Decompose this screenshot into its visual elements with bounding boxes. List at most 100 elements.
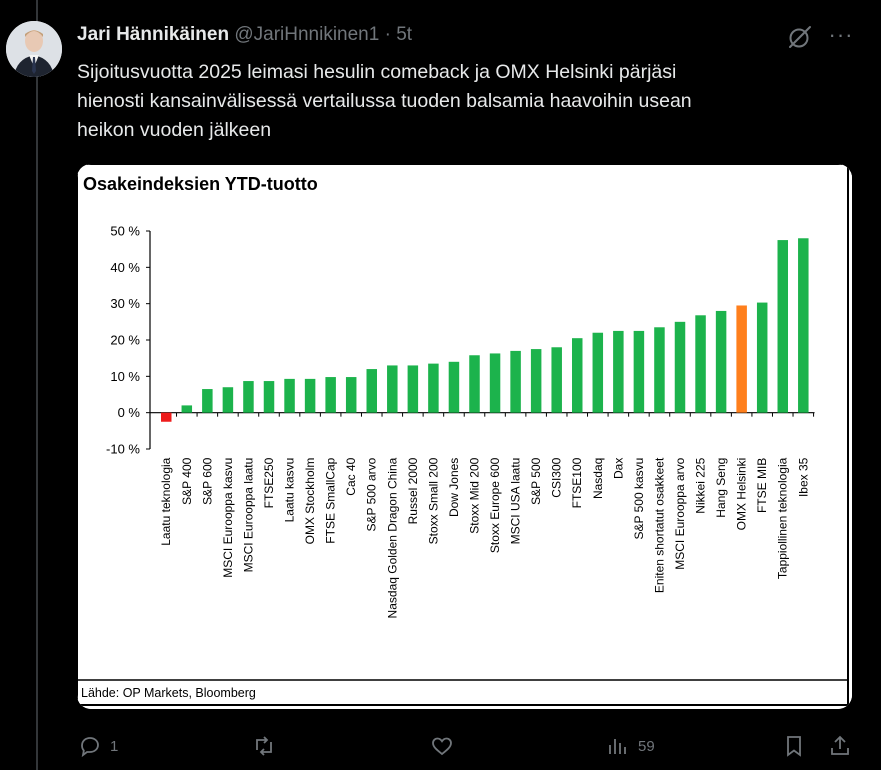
x-tick-label: S&P 400	[180, 457, 194, 504]
views-button[interactable]: 59	[606, 728, 655, 764]
like-icon	[432, 737, 452, 756]
x-tick-label: S&P 500 kasvu	[632, 458, 646, 540]
x-tick-label: CSI300	[550, 457, 564, 497]
x-tick-label: Dax	[611, 458, 625, 479]
separator-dot: ·	[384, 24, 391, 45]
thread-line	[36, 0, 38, 770]
x-axis-labels: Laatu teknologia S&P 400 S&P 600 MSCI Euroo…	[159, 457, 810, 618]
reply-count: 1	[110, 737, 119, 755]
x-tick-label: FTSE250	[262, 457, 276, 508]
reply-button[interactable]: 1	[78, 728, 118, 764]
bookmark-icon	[787, 736, 801, 757]
x-tick-label: S&P 500 arvo	[365, 457, 379, 531]
repost-icon	[256, 736, 272, 756]
tweet-media-chart[interactable]: Osakeindeksien YTD-tuotto Lähde: OP Mark…	[77, 164, 852, 709]
y-tick-label: 20 %	[110, 333, 140, 348]
chart-title: Osakeindeksien YTD-tuotto	[83, 174, 318, 194]
bar	[161, 412, 172, 422]
bar	[222, 387, 234, 413]
x-tick-label: MSCI USA laatu	[509, 458, 523, 545]
x-tick-label: Dow Jones	[447, 458, 461, 517]
bar	[530, 349, 542, 413]
x-tick-label: FTSE100	[570, 457, 584, 508]
bar	[613, 330, 624, 413]
x-tick-label: Nikkei 225	[694, 457, 708, 513]
bar	[304, 378, 316, 413]
bar	[489, 353, 501, 413]
reply-icon	[81, 737, 99, 758]
bar	[592, 332, 604, 413]
y-tick-label: -10 %	[106, 442, 140, 457]
x-tick-label: Laatu kasvu	[283, 458, 297, 523]
avatar-image	[6, 21, 62, 77]
grok-icon[interactable]	[787, 24, 813, 50]
bar	[736, 305, 747, 413]
bar	[284, 378, 295, 413]
bar	[387, 365, 398, 413]
bar	[715, 310, 727, 413]
tweet-text-line: heikon vuoden jälkeen	[77, 119, 272, 141]
x-tick-label: OMX Stockholm	[303, 458, 317, 545]
x-tick-label: Nasdaq	[591, 458, 605, 499]
x-tick-label: Ibex 35	[796, 457, 810, 497]
chart-svg: Osakeindeksien YTD-tuotto Lähde: OP Mark…	[77, 164, 852, 709]
author-handle[interactable]: @JariHnnikinen1	[234, 24, 380, 45]
bar	[633, 330, 645, 413]
x-tick-label: OMX Helsinki	[735, 458, 749, 531]
x-tick-label: Stoxx Small 200	[426, 457, 440, 544]
y-tick-label: 0 %	[118, 405, 141, 420]
bar	[243, 381, 254, 413]
x-tick-label: S&P 500	[529, 457, 543, 504]
y-axis: 50 % 40 % 30 % 20 % 10 % 0 % -10 %	[106, 224, 815, 457]
x-tick-label: MSCI Eurooppa kasvu	[221, 458, 235, 578]
bar	[572, 338, 583, 413]
y-tick-label: 30 %	[110, 296, 140, 311]
more-options-icon[interactable]: ···	[828, 22, 854, 47]
x-tick-label: FTSE MIB	[755, 458, 769, 513]
author-name[interactable]: Jari Hännikäinen	[77, 24, 230, 45]
tweet-header: Jari Hännikäinen @JariHnnikinen1 · 5t	[77, 24, 412, 46]
x-tick-label: Laatu teknologia	[159, 457, 173, 545]
bar	[407, 365, 419, 413]
x-tick-label: FTSE SmallCap	[324, 457, 338, 543]
repost-button[interactable]	[252, 728, 284, 764]
x-tick-label: Cac 40	[344, 457, 358, 495]
bar	[428, 363, 439, 413]
bar	[448, 361, 460, 413]
bar	[695, 315, 706, 413]
chart-source: Lähde: OP Markets, Bloomberg	[81, 686, 256, 700]
share-icon	[831, 735, 849, 755]
bar	[345, 377, 357, 413]
y-tick-label: 50 %	[110, 224, 140, 239]
views-count: 59	[638, 737, 655, 755]
x-tick-label: Nasdaq Golden Dragon China	[385, 457, 399, 618]
bar	[202, 389, 213, 413]
x-tick-label: MSCI Eurooppa laatu	[241, 458, 255, 573]
action-bar: 1 59	[0, 728, 881, 764]
tweet-time[interactable]: 5t	[396, 24, 413, 45]
bar	[777, 240, 788, 413]
x-tick-label: Russel 2000	[406, 457, 420, 524]
x-tick-label: Eniten shortatut osakkeet	[652, 457, 666, 593]
bar	[654, 327, 665, 413]
bar	[551, 347, 562, 413]
bar	[798, 238, 809, 413]
bars	[161, 238, 809, 422]
bar	[756, 302, 768, 413]
share-button[interactable]	[828, 728, 852, 764]
tweet-text: Sijoitusvuotta 2025 leimasi hesulin come…	[77, 58, 857, 145]
views-icon	[609, 739, 626, 754]
bar	[325, 377, 336, 413]
x-tick-label: MSCI Eurooppa arvo	[673, 457, 687, 569]
bar	[181, 405, 193, 413]
bar	[469, 355, 480, 413]
bar	[510, 350, 521, 413]
like-button[interactable]	[430, 728, 462, 764]
x-tick-label: Stoxx Europe 600	[488, 457, 502, 553]
x-tick-label: S&P 600	[200, 457, 214, 504]
bookmark-button[interactable]	[782, 728, 806, 764]
tweet-text-line: hienosti kansainvälisessä vertailussa tu…	[77, 90, 692, 112]
avatar[interactable]	[6, 21, 62, 77]
bar	[674, 321, 686, 413]
bar	[366, 369, 377, 413]
